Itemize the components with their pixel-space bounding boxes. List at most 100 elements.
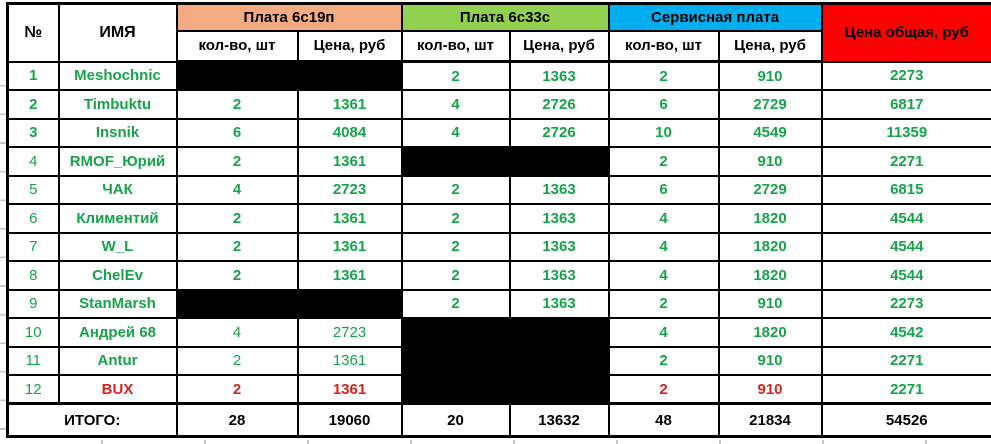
cell-qty-6s19p[interactable]: 2 <box>175 260 299 291</box>
player-name-cell[interactable]: Meshochnic <box>57 60 178 91</box>
cell-price-6s19p[interactable]: 1361 <box>296 203 403 234</box>
cell-qty-service[interactable]: 10 <box>607 117 720 148</box>
cell-price-service[interactable]: 4549 <box>717 117 823 148</box>
cell-qty-6s19p[interactable]: 2 <box>175 231 299 262</box>
cell-total-price[interactable]: 2271 <box>820 146 991 177</box>
cell-price-service[interactable]: 1820 <box>717 260 823 291</box>
total-price-6s19p[interactable]: 19060 <box>296 402 403 438</box>
cell-qty-service[interactable]: 4 <box>607 260 720 291</box>
cell-price-service[interactable]: 910 <box>717 345 823 376</box>
redacted-cell[interactable] <box>400 374 511 405</box>
cell-qty-6s19p[interactable]: 2 <box>175 203 299 234</box>
player-name-cell[interactable]: RMOF_Юрий <box>57 146 178 177</box>
cell-price-6s33s[interactable]: 2726 <box>508 117 610 148</box>
cell-price-6s19p[interactable]: 1361 <box>296 231 403 262</box>
redacted-cell[interactable] <box>508 317 610 348</box>
row-number-cell[interactable]: 12 <box>6 374 60 405</box>
cell-qty-6s33s[interactable]: 4 <box>400 117 511 148</box>
cell-price-service[interactable]: 2729 <box>717 174 823 205</box>
header-group-plata-6s33s[interactable]: Плата 6с33с <box>400 2 610 32</box>
cell-qty-service[interactable]: 4 <box>607 231 720 262</box>
subheader-qty-service[interactable]: кол-во, шт <box>607 29 720 63</box>
cell-qty-6s33s[interactable]: 2 <box>400 288 511 319</box>
cell-qty-6s33s[interactable]: 2 <box>400 203 511 234</box>
cell-total-price[interactable]: 4544 <box>820 203 991 234</box>
subheader-qty-6s19p[interactable]: кол-во, шт <box>175 29 299 63</box>
cell-qty-6s33s[interactable]: 2 <box>400 231 511 262</box>
cell-total-price[interactable]: 6815 <box>820 174 991 205</box>
cell-total-price[interactable]: 4544 <box>820 260 991 291</box>
cell-qty-6s19p[interactable]: 2 <box>175 146 299 177</box>
cell-qty-6s19p[interactable]: 4 <box>175 174 299 205</box>
total-qty-6s33s[interactable]: 20 <box>400 402 511 438</box>
cell-price-6s33s[interactable]: 1363 <box>508 260 610 291</box>
subheader-price-service[interactable]: Цена, руб <box>717 29 823 63</box>
totals-label[interactable]: ИТОГО: <box>6 402 178 438</box>
total-price-overall[interactable]: 54526 <box>820 402 991 438</box>
cell-total-price[interactable]: 2271 <box>820 374 991 405</box>
cell-total-price[interactable]: 2271 <box>820 345 991 376</box>
row-number-cell[interactable]: 3 <box>6 117 60 148</box>
total-price-service[interactable]: 21834 <box>717 402 823 438</box>
player-name-cell[interactable]: BUX <box>57 374 178 405</box>
cell-total-price[interactable]: 2273 <box>820 288 991 319</box>
cell-price-6s19p[interactable]: 2723 <box>296 174 403 205</box>
cell-qty-service[interactable]: 4 <box>607 317 720 348</box>
cell-qty-6s33s[interactable]: 4 <box>400 89 511 120</box>
cell-total-price[interactable]: 2273 <box>820 60 991 91</box>
cell-qty-6s19p[interactable]: 4 <box>175 317 299 348</box>
cell-price-6s33s[interactable]: 1363 <box>508 288 610 319</box>
cell-qty-service[interactable]: 2 <box>607 374 720 405</box>
subheader-price-6s33s[interactable]: Цена, руб <box>508 29 610 63</box>
cell-price-service[interactable]: 1820 <box>717 317 823 348</box>
cell-price-6s33s[interactable]: 2726 <box>508 89 610 120</box>
cell-qty-service[interactable]: 6 <box>607 174 720 205</box>
cell-total-price[interactable]: 4542 <box>820 317 991 348</box>
row-number-cell[interactable]: 4 <box>6 146 60 177</box>
cell-qty-6s33s[interactable]: 2 <box>400 174 511 205</box>
header-group-plata-6s19p[interactable]: Плата 6с19п <box>175 2 403 32</box>
redacted-cell[interactable] <box>400 317 511 348</box>
cell-price-6s19p[interactable]: 1361 <box>296 345 403 376</box>
row-number-cell[interactable]: 8 <box>6 260 60 291</box>
cell-price-service[interactable]: 910 <box>717 374 823 405</box>
cell-qty-service[interactable]: 4 <box>607 203 720 234</box>
cell-price-service[interactable]: 2729 <box>717 89 823 120</box>
redacted-cell[interactable] <box>175 288 299 319</box>
cell-qty-service[interactable]: 2 <box>607 345 720 376</box>
cell-qty-6s33s[interactable]: 2 <box>400 260 511 291</box>
redacted-cell[interactable] <box>508 146 610 177</box>
redacted-cell[interactable] <box>400 345 511 376</box>
cell-price-6s33s[interactable]: 1363 <box>508 60 610 91</box>
cell-price-service[interactable]: 910 <box>717 60 823 91</box>
player-name-cell[interactable]: StanMarsh <box>57 288 178 319</box>
redacted-cell[interactable] <box>296 60 403 91</box>
row-number-cell[interactable]: 2 <box>6 89 60 120</box>
cell-qty-service[interactable]: 6 <box>607 89 720 120</box>
player-name-cell[interactable]: ChelEv <box>57 260 178 291</box>
cell-qty-6s33s[interactable]: 2 <box>400 60 511 91</box>
header-total-price[interactable]: Цена общая, руб <box>820 2 991 63</box>
total-qty-6s19p[interactable]: 28 <box>175 402 299 438</box>
cell-qty-6s19p[interactable]: 2 <box>175 374 299 405</box>
cell-qty-service[interactable]: 2 <box>607 60 720 91</box>
player-name-cell[interactable]: W_L <box>57 231 178 262</box>
player-name-cell[interactable]: ЧАК <box>57 174 178 205</box>
player-name-cell[interactable]: Климентий <box>57 203 178 234</box>
player-name-cell[interactable]: Timbuktu <box>57 89 178 120</box>
player-name-cell[interactable]: Insnik <box>57 117 178 148</box>
total-qty-service[interactable]: 48 <box>607 402 720 438</box>
cell-price-service[interactable]: 910 <box>717 288 823 319</box>
row-number-cell[interactable]: 7 <box>6 231 60 262</box>
row-number-cell[interactable]: 1 <box>6 60 60 91</box>
cell-price-6s33s[interactable]: 1363 <box>508 174 610 205</box>
cell-qty-service[interactable]: 2 <box>607 146 720 177</box>
cell-total-price[interactable]: 11359 <box>820 117 991 148</box>
player-name-cell[interactable]: Андрей 68 <box>57 317 178 348</box>
redacted-cell[interactable] <box>175 60 299 91</box>
cell-total-price[interactable]: 6817 <box>820 89 991 120</box>
cell-total-price[interactable]: 4544 <box>820 231 991 262</box>
cell-price-6s19p[interactable]: 1361 <box>296 260 403 291</box>
row-number-cell[interactable]: 5 <box>6 174 60 205</box>
cell-qty-service[interactable]: 2 <box>607 288 720 319</box>
